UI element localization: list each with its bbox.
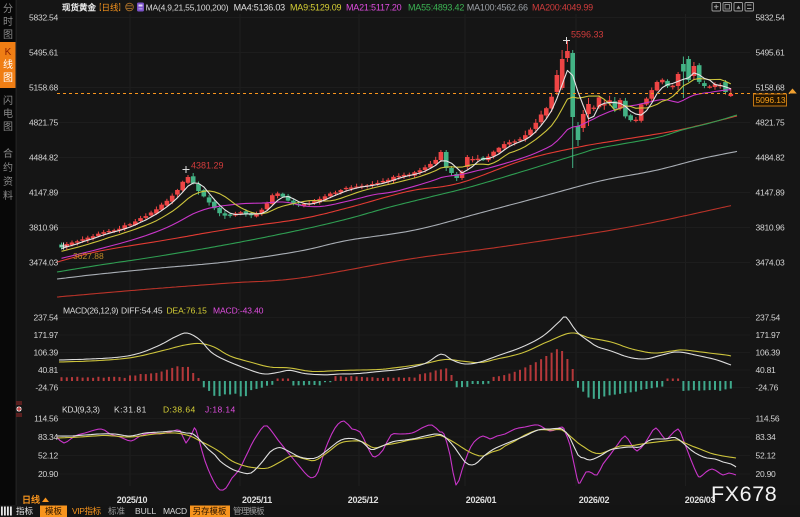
svg-text:管理模板: 管理模板 bbox=[233, 506, 265, 516]
svg-text:171.97: 171.97 bbox=[34, 330, 59, 340]
svg-text:237.54: 237.54 bbox=[34, 313, 59, 323]
svg-text:约: 约 bbox=[3, 161, 13, 174]
svg-text:4821.75: 4821.75 bbox=[756, 118, 785, 128]
svg-text:2026/01: 2026/01 bbox=[466, 495, 497, 505]
svg-text:VIP指标: VIP指标 bbox=[72, 506, 102, 516]
svg-text:日线: 日线 bbox=[22, 494, 40, 505]
svg-text:5158.68: 5158.68 bbox=[756, 83, 785, 93]
svg-text:4147.89: 4147.89 bbox=[29, 188, 58, 198]
svg-text:20.90: 20.90 bbox=[756, 469, 777, 479]
svg-text:FX678: FX678 bbox=[711, 482, 777, 506]
svg-text:电: 电 bbox=[3, 107, 13, 120]
svg-text:】: 】 bbox=[119, 3, 123, 13]
svg-text:J:18.14: J:18.14 bbox=[205, 405, 236, 415]
svg-text:106.39: 106.39 bbox=[756, 348, 781, 358]
svg-text:线: 线 bbox=[3, 58, 13, 71]
svg-text:4484.82: 4484.82 bbox=[756, 153, 785, 163]
svg-text:5158.68: 5158.68 bbox=[29, 83, 58, 93]
svg-text:83.34: 83.34 bbox=[38, 432, 59, 442]
svg-text:5832.54: 5832.54 bbox=[29, 13, 58, 23]
svg-text:MA55:4893.42: MA55:4893.42 bbox=[408, 3, 464, 13]
svg-text:106.39: 106.39 bbox=[34, 348, 59, 358]
svg-text:现货黄金: 现货黄金 bbox=[62, 3, 97, 13]
svg-text:MA(4,9,21,55,100,200): MA(4,9,21,55,100,200) bbox=[146, 3, 229, 13]
svg-text:时: 时 bbox=[3, 16, 13, 28]
svg-text:4484.82: 4484.82 bbox=[29, 153, 58, 163]
svg-text:237.54: 237.54 bbox=[756, 313, 781, 323]
svg-text:5096.13: 5096.13 bbox=[756, 95, 786, 105]
svg-text:K:31.81: K:31.81 bbox=[114, 405, 147, 415]
svg-text:MA100:4562.66: MA100:4562.66 bbox=[467, 3, 528, 13]
svg-text:-24.76: -24.76 bbox=[756, 383, 779, 393]
svg-text:171.97: 171.97 bbox=[756, 330, 781, 340]
svg-text:20.90: 20.90 bbox=[38, 469, 59, 479]
svg-text:图: 图 bbox=[3, 121, 13, 133]
svg-text:3627.88: 3627.88 bbox=[73, 251, 104, 261]
svg-text:5495.61: 5495.61 bbox=[756, 48, 785, 58]
svg-text:2026/02: 2026/02 bbox=[579, 495, 610, 505]
svg-text:40.81: 40.81 bbox=[38, 365, 59, 375]
svg-text:MA21:5117.20: MA21:5117.20 bbox=[346, 3, 402, 13]
svg-text:KDJ(9,3,3): KDJ(9,3,3) bbox=[62, 405, 100, 415]
svg-text:模板: 模板 bbox=[45, 506, 63, 516]
svg-text:分: 分 bbox=[3, 3, 13, 15]
svg-text:闪: 闪 bbox=[3, 94, 13, 107]
svg-text:52.12: 52.12 bbox=[756, 451, 777, 461]
svg-text:4147.89: 4147.89 bbox=[756, 188, 785, 198]
svg-text:-24.76: -24.76 bbox=[35, 383, 58, 393]
svg-text:MACD:-43.40: MACD:-43.40 bbox=[213, 305, 264, 315]
svg-text:4381.29: 4381.29 bbox=[191, 161, 224, 171]
svg-text:3474.03: 3474.03 bbox=[756, 258, 785, 268]
svg-text:D:38.64: D:38.64 bbox=[163, 405, 196, 415]
svg-text:5495.61: 5495.61 bbox=[29, 48, 58, 58]
svg-text:4821.75: 4821.75 bbox=[29, 118, 58, 128]
svg-text:另存模板: 另存模板 bbox=[193, 506, 228, 516]
svg-text:114.56: 114.56 bbox=[34, 414, 58, 424]
svg-text:MACD(26,12,9): MACD(26,12,9) bbox=[63, 305, 119, 315]
svg-text:3810.96: 3810.96 bbox=[29, 223, 58, 233]
svg-text:2025/11: 2025/11 bbox=[242, 495, 272, 505]
svg-text:2025/10: 2025/10 bbox=[117, 495, 148, 505]
svg-text:3810.96: 3810.96 bbox=[756, 223, 785, 233]
svg-text:合: 合 bbox=[3, 147, 13, 160]
svg-text:K: K bbox=[5, 47, 12, 58]
svg-text:图: 图 bbox=[3, 72, 13, 84]
svg-text:DIFF:54.45: DIFF:54.45 bbox=[121, 305, 163, 315]
svg-text:MACD: MACD bbox=[163, 506, 187, 516]
svg-text:标准: 标准 bbox=[108, 506, 126, 516]
svg-text:料: 料 bbox=[3, 189, 13, 202]
svg-text:【: 【 bbox=[97, 3, 101, 13]
svg-text:DEA:76.15: DEA:76.15 bbox=[167, 305, 208, 315]
svg-text:2025/12: 2025/12 bbox=[348, 495, 379, 505]
svg-text:BULL: BULL bbox=[135, 506, 157, 516]
svg-text:MA200:4049.99: MA200:4049.99 bbox=[532, 3, 593, 13]
svg-text:3474.03: 3474.03 bbox=[29, 258, 58, 268]
svg-text:2026/03: 2026/03 bbox=[685, 495, 716, 505]
svg-text:MA4:5136.03: MA4:5136.03 bbox=[234, 3, 286, 13]
svg-text:指标: 指标 bbox=[16, 506, 34, 516]
svg-text:资: 资 bbox=[3, 176, 13, 188]
svg-text:40.81: 40.81 bbox=[756, 365, 777, 375]
svg-text:日线: 日线 bbox=[102, 3, 120, 13]
svg-text:MA9:5129.09: MA9:5129.09 bbox=[290, 3, 342, 13]
svg-text:114.56: 114.56 bbox=[756, 414, 780, 424]
svg-text:图: 图 bbox=[3, 29, 13, 41]
svg-text:5832.54: 5832.54 bbox=[756, 13, 785, 23]
svg-text:52.12: 52.12 bbox=[38, 451, 59, 461]
svg-text:83.34: 83.34 bbox=[756, 432, 777, 442]
svg-text:5596.33: 5596.33 bbox=[571, 30, 604, 40]
